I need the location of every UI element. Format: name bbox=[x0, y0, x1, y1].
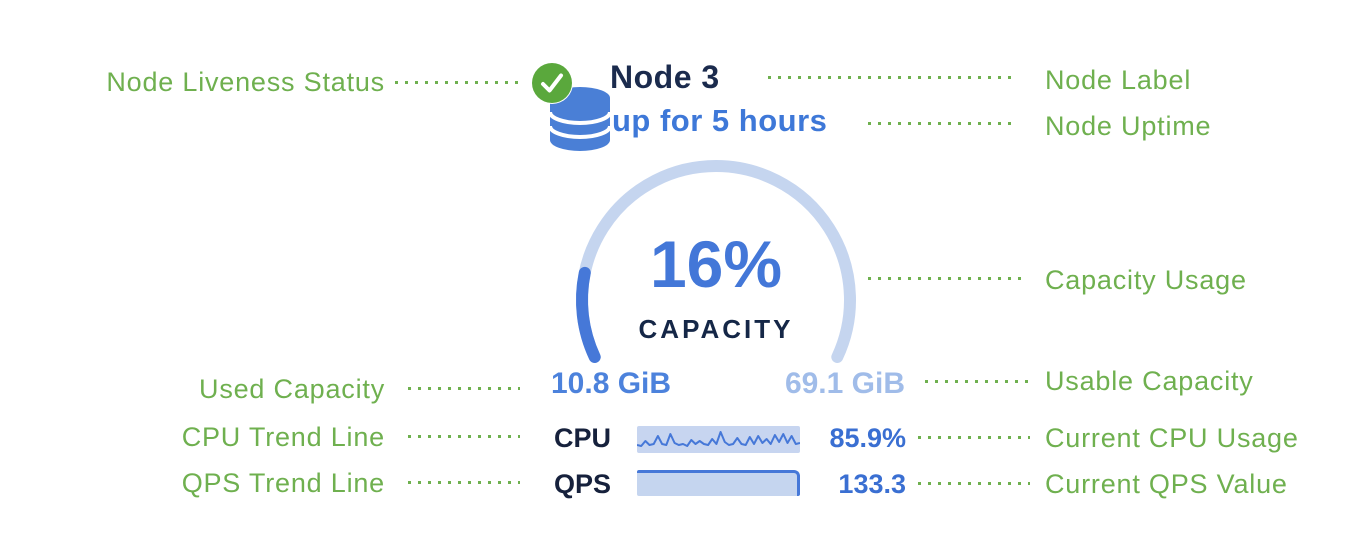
capacity-gauge-used-arc bbox=[576, 160, 856, 363]
annotation-usable-capacity: Usable Capacity bbox=[1045, 366, 1254, 396]
cpu-label: CPU bbox=[554, 423, 612, 453]
database-icon bbox=[547, 85, 613, 158]
annotation-cpu-trend-line: CPU Trend Line bbox=[181, 422, 385, 452]
capacity-gauge bbox=[576, 160, 856, 363]
capacity-caption: CAPACITY bbox=[638, 314, 794, 344]
leader-line-node-label bbox=[768, 76, 1018, 79]
capacity-percent: 16% bbox=[649, 227, 783, 301]
qps-value: 133.3 bbox=[838, 469, 906, 499]
qps-label: QPS bbox=[554, 469, 612, 499]
usable-capacity-value: 69.1 GiB bbox=[784, 367, 905, 400]
leader-line-capacity-usage bbox=[868, 277, 1023, 280]
cpu-sparkline bbox=[636, 426, 801, 453]
leader-line-used-capacity bbox=[408, 387, 520, 390]
annotation-current-qps-value: Current QPS Value bbox=[1045, 469, 1288, 499]
annotation-node-liveness-status: Node Liveness Status bbox=[106, 67, 385, 97]
annotation-used-capacity: Used Capacity bbox=[199, 374, 385, 404]
leader-line-liveness bbox=[395, 81, 518, 84]
leader-line-qps-trend bbox=[408, 481, 520, 484]
annotation-node-uptime: Node Uptime bbox=[1045, 111, 1212, 141]
qps-trend-bar bbox=[637, 470, 800, 496]
annotation-qps-trend-line: QPS Trend Line bbox=[181, 468, 385, 498]
annotation-node-label: Node Label bbox=[1045, 65, 1192, 95]
leader-line-usable-capacity bbox=[925, 380, 1035, 383]
node-title: Node 3 bbox=[610, 59, 720, 95]
annotation-current-cpu-usage: Current CPU Usage bbox=[1045, 423, 1299, 453]
annotation-capacity-usage: Capacity Usage bbox=[1045, 265, 1247, 295]
cpu-value: 85.9% bbox=[829, 423, 906, 453]
used-capacity-value: 10.8 GiB bbox=[551, 367, 672, 400]
leader-line-current-cpu bbox=[918, 436, 1030, 439]
liveness-check-icon bbox=[531, 62, 573, 104]
leader-line-current-qps bbox=[918, 482, 1030, 485]
node-uptime: up for 5 hours bbox=[612, 103, 828, 138]
leader-line-node-uptime bbox=[868, 122, 1018, 125]
leader-line-cpu-trend bbox=[408, 435, 520, 438]
